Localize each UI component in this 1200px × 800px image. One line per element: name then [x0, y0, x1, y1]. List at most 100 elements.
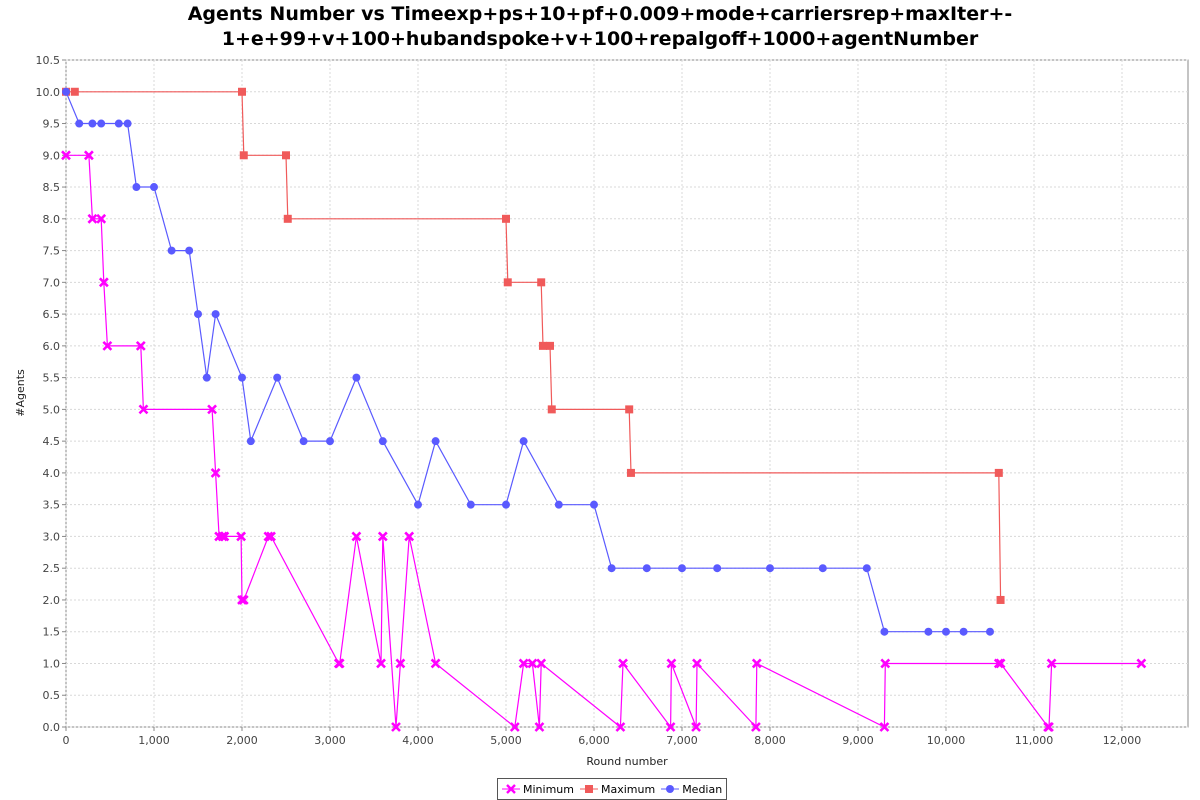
data-point — [379, 437, 387, 445]
data-point — [326, 437, 334, 445]
data-point — [414, 501, 422, 509]
data-point — [942, 628, 950, 636]
y-tick-label: 9.5 — [43, 118, 61, 131]
data-point — [284, 215, 292, 223]
legend-maximum-label: Maximum — [601, 783, 655, 796]
legend-minimum-swatch — [502, 784, 520, 794]
y-tick-label: 3.5 — [43, 499, 61, 512]
data-point — [238, 88, 246, 96]
data-point — [880, 628, 888, 636]
data-point — [62, 88, 70, 96]
y-tick-label: 5.5 — [43, 372, 61, 385]
data-point — [986, 628, 994, 636]
data-point — [997, 596, 1005, 604]
x-tick-label: 7,000 — [666, 734, 698, 747]
data-point — [995, 469, 1003, 477]
x-tick-label: 2,000 — [226, 734, 258, 747]
data-point — [678, 564, 686, 572]
y-tick-label: 2.5 — [43, 562, 61, 575]
x-axis-label: Round number — [586, 755, 668, 768]
data-point — [240, 151, 248, 159]
data-point — [819, 564, 827, 572]
data-point — [555, 501, 563, 509]
data-point — [537, 278, 545, 286]
data-point — [300, 437, 308, 445]
data-point — [627, 469, 635, 477]
data-point — [115, 120, 123, 128]
data-point — [643, 564, 651, 572]
y-tick-label: 0.0 — [43, 721, 61, 734]
data-point — [504, 278, 512, 286]
x-tick-label: 9,000 — [842, 734, 874, 747]
y-tick-label: 10.0 — [36, 86, 61, 99]
x-tick-label: 5,000 — [490, 734, 522, 747]
y-tick-label: 8.5 — [43, 181, 61, 194]
y-tick-label: 10.5 — [36, 54, 61, 67]
x-tick-label: 6,000 — [578, 734, 610, 747]
data-point — [71, 88, 79, 96]
data-point — [168, 247, 176, 255]
x-tick-label: 11,000 — [1015, 734, 1054, 747]
data-point — [124, 120, 132, 128]
data-point — [502, 215, 510, 223]
data-point — [238, 374, 246, 382]
data-point — [502, 501, 510, 509]
legend-item-minimum: Minimum — [502, 783, 574, 796]
x-tick-label: 8,000 — [754, 734, 786, 747]
data-point — [185, 247, 193, 255]
y-tick-label: 5.0 — [43, 403, 61, 416]
data-point — [150, 183, 158, 191]
y-tick-label: 3.0 — [43, 530, 61, 543]
y-tick-label: 0.5 — [43, 689, 61, 702]
data-point — [194, 310, 202, 318]
data-point — [520, 437, 528, 445]
data-point — [713, 564, 721, 572]
y-tick-label: 9.0 — [43, 149, 61, 162]
legend-item-median: Median — [661, 783, 722, 796]
y-tick-label: 2.0 — [43, 594, 61, 607]
y-axis-label: #Agents — [14, 369, 27, 417]
y-tick-label: 6.5 — [43, 308, 61, 321]
plot-area — [66, 60, 1188, 727]
x-tick-label: 0 — [63, 734, 70, 747]
legend: Minimum Maximum Median — [497, 778, 727, 800]
data-point — [539, 342, 547, 350]
data-point — [863, 564, 871, 572]
y-tick-label: 6.0 — [43, 340, 61, 353]
data-point — [432, 437, 440, 445]
data-point — [132, 183, 140, 191]
data-point — [75, 120, 83, 128]
data-point — [546, 342, 554, 350]
data-point — [467, 501, 475, 509]
x-tick-label: 10,000 — [927, 734, 966, 747]
data-point — [608, 564, 616, 572]
data-point — [590, 501, 598, 509]
data-point — [247, 437, 255, 445]
legend-minimum-label: Minimum — [523, 783, 574, 796]
data-point — [282, 151, 290, 159]
legend-maximum-swatch — [580, 784, 598, 794]
data-point — [203, 374, 211, 382]
legend-median-label: Median — [682, 783, 722, 796]
data-point — [212, 310, 220, 318]
legend-median-swatch — [661, 784, 679, 794]
x-tick-label: 1,000 — [138, 734, 170, 747]
y-tick-label: 8.0 — [43, 213, 61, 226]
legend-item-maximum: Maximum — [580, 783, 655, 796]
data-point — [88, 120, 96, 128]
y-tick-label: 1.0 — [43, 657, 61, 670]
x-tick-label: 12,000 — [1103, 734, 1142, 747]
x-tick-label: 4,000 — [402, 734, 434, 747]
data-point — [97, 120, 105, 128]
y-tick-label: 4.0 — [43, 467, 61, 480]
data-point — [960, 628, 968, 636]
x-tick-label: 3,000 — [314, 734, 346, 747]
data-point — [625, 405, 633, 413]
data-point — [924, 628, 932, 636]
y-tick-label: 7.5 — [43, 245, 61, 258]
data-point — [548, 405, 556, 413]
y-tick-label: 7.0 — [43, 276, 61, 289]
data-point — [352, 374, 360, 382]
y-tick-label: 1.5 — [43, 626, 61, 639]
